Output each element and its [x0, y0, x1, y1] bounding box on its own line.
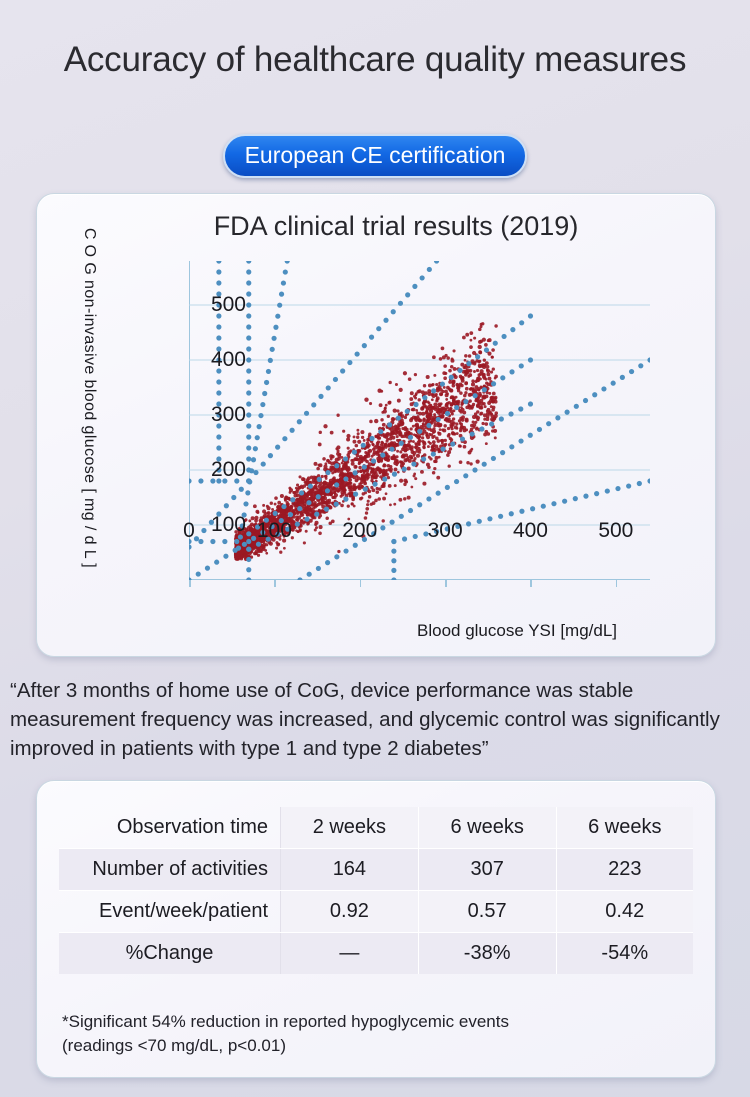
x-tick-label: 400: [512, 519, 548, 542]
table-cell: 6 weeks: [418, 807, 557, 849]
table-row-header: Observation time: [59, 807, 281, 849]
page-title: Accuracy of healthcare quality measures: [63, 40, 687, 79]
ce-certification-badge[interactable]: European CE certification: [222, 134, 528, 178]
x-tick-mark: [530, 580, 532, 587]
table-cell: —: [280, 932, 419, 974]
table-cell: 307: [418, 848, 557, 891]
x-axis-label: Blood glucose YSI [mg/dL]: [417, 621, 618, 640]
plot-canvas: [189, 261, 650, 580]
table-row-header: %Change: [59, 932, 281, 974]
table-row: Number of activities 164 307 223: [59, 848, 693, 891]
table-cell: -54%: [556, 932, 693, 974]
y-tick-label: 300: [210, 403, 246, 426]
results-table-card: Observation time 2 weeks 6 weeks 6 weeks Num…: [36, 780, 716, 1078]
footnote-line-2: (readings <70 mg/dL, p<0.01): [62, 1036, 286, 1055]
table-cell: 164: [280, 848, 419, 891]
x-tick-mark: [445, 580, 447, 587]
x-tick-label: 500: [598, 519, 634, 542]
chart-title: FDA clinical trial results (2019): [213, 211, 579, 241]
table-cell: 2 weeks: [280, 807, 419, 849]
table-row: Observation time 2 weeks 6 weeks 6 weeks: [59, 807, 693, 849]
footnote-line-1: *Significant 54% reduction in reported h…: [62, 1012, 509, 1031]
y-axis-label: C O G non-invasive blood glucose [ mg / …: [81, 227, 98, 569]
table-cell: 6 weeks: [556, 807, 693, 849]
x-tick-label: 100: [256, 519, 292, 542]
y-tick-label: 200: [210, 458, 246, 481]
footnote: *Significant 54% reduction in reported h…: [62, 1010, 702, 1058]
table-row: Event/week/patient 0.92 0.57 0.42: [59, 890, 693, 933]
chart-card: FDA clinical trial results (2019) C O G …: [36, 193, 716, 657]
results-table: Observation time 2 weeks 6 weeks 6 weeks Num…: [59, 807, 693, 974]
y-tick-label: 400: [210, 348, 246, 371]
x-tick-label: 300: [427, 519, 463, 542]
x-tick-label: 0: [183, 519, 195, 542]
table-cell: 223: [556, 848, 693, 891]
badge-container: European CE certification: [0, 134, 750, 178]
table-cell: -38%: [418, 932, 557, 974]
table-row: %Change — -38% -54%: [59, 932, 693, 974]
table-cell: 0.92: [280, 890, 419, 933]
table-row-header: Number of activities: [59, 848, 281, 891]
plot-frame: [189, 261, 650, 580]
table-row-header: Event/week/patient: [59, 890, 281, 933]
x-tick-mark: [359, 580, 362, 587]
testimonial-quote: “After 3 months of home use of CoG, devi…: [10, 679, 720, 760]
x-tick-label: 200: [342, 519, 378, 542]
x-tick-mark: [615, 580, 618, 587]
x-tick-mark: [274, 580, 276, 587]
y-tick-label: 100: [210, 513, 246, 536]
table-cell: 0.57: [418, 890, 557, 933]
table-cell: 0.42: [556, 890, 693, 933]
scatter-plot: [189, 261, 650, 580]
x-tick-mark: [189, 580, 191, 587]
y-tick-label: 500: [210, 293, 246, 316]
